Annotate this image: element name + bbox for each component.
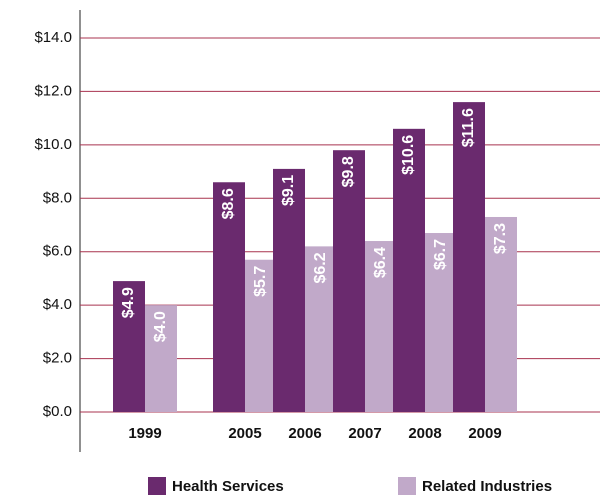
bar: [305, 246, 337, 412]
y-tick-label: $6.0: [43, 243, 72, 260]
x-tick-label: 2005: [228, 425, 261, 442]
data-label: $4.9: [120, 287, 137, 318]
legend-label: Health Services: [172, 478, 284, 495]
data-label: $8.6: [220, 188, 237, 219]
y-tick-label: $14.0: [34, 29, 72, 46]
data-label: $9.8: [340, 156, 357, 187]
legend-label: Related Industries: [422, 478, 552, 495]
data-label: $9.1: [280, 175, 297, 206]
bar: [393, 128, 425, 413]
y-tick-label: $10.0: [34, 136, 72, 153]
data-label: $5.7: [252, 266, 269, 297]
bar: [333, 150, 365, 412]
bar: [453, 102, 485, 412]
legend-swatch: [398, 477, 416, 495]
x-tick-label: 1999: [128, 425, 161, 442]
bar: [245, 259, 277, 412]
x-tick-label: 2006: [288, 425, 321, 442]
legend-swatch: [148, 477, 166, 495]
data-label: $6.7: [432, 239, 449, 270]
bar: [213, 182, 245, 412]
data-label: $7.3: [492, 223, 509, 254]
x-tick-label: 2007: [348, 425, 381, 442]
data-label: $6.4: [372, 247, 389, 278]
data-label: $11.6: [460, 108, 477, 147]
y-tick-label: $12.0: [34, 82, 72, 99]
y-tick-label: $4.0: [43, 296, 72, 313]
x-tick-label: 2008: [408, 425, 441, 442]
y-tick-label: $0.0: [43, 403, 72, 420]
bar: [113, 281, 145, 412]
y-tick-label: $8.0: [43, 189, 72, 206]
bar: [485, 216, 517, 412]
data-label: $4.0: [152, 311, 169, 342]
y-tick-label: $2.0: [43, 350, 72, 367]
bar: [145, 305, 177, 412]
bar: [365, 241, 397, 412]
bar: [425, 233, 457, 412]
x-tick-label: 2009: [468, 425, 501, 442]
bar: [273, 168, 305, 412]
data-label: $10.6: [400, 135, 417, 175]
data-label: $6.2: [312, 252, 329, 283]
